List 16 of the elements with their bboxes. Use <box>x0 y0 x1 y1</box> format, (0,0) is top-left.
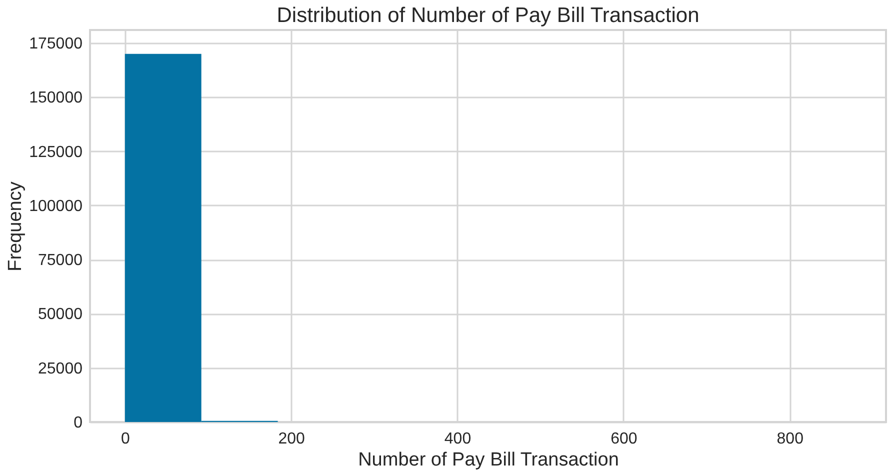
y-tick-label: 0 <box>74 414 83 432</box>
chart-title: Distribution of Number of Pay Bill Transaction <box>276 4 700 27</box>
y-axis-title: Frequency <box>5 181 26 272</box>
x-tick-label: 800 <box>776 430 804 448</box>
x-axis-title: Number of Pay Bill Transaction <box>358 450 619 470</box>
x-tick-label: 600 <box>610 430 638 448</box>
y-tick-label: 25000 <box>38 360 83 378</box>
x-tick-label: 0 <box>120 430 130 448</box>
y-tick-label: 125000 <box>29 144 83 161</box>
y-tick-label: 175000 <box>29 35 83 52</box>
y-tick-label: 150000 <box>29 90 83 107</box>
x-tick-label: 400 <box>444 430 472 448</box>
y-tick-label: 100000 <box>29 198 83 215</box>
y-tick-label: 75000 <box>38 252 83 270</box>
y-tick-label: 50000 <box>38 306 83 324</box>
x-tick-label: 200 <box>278 430 306 448</box>
